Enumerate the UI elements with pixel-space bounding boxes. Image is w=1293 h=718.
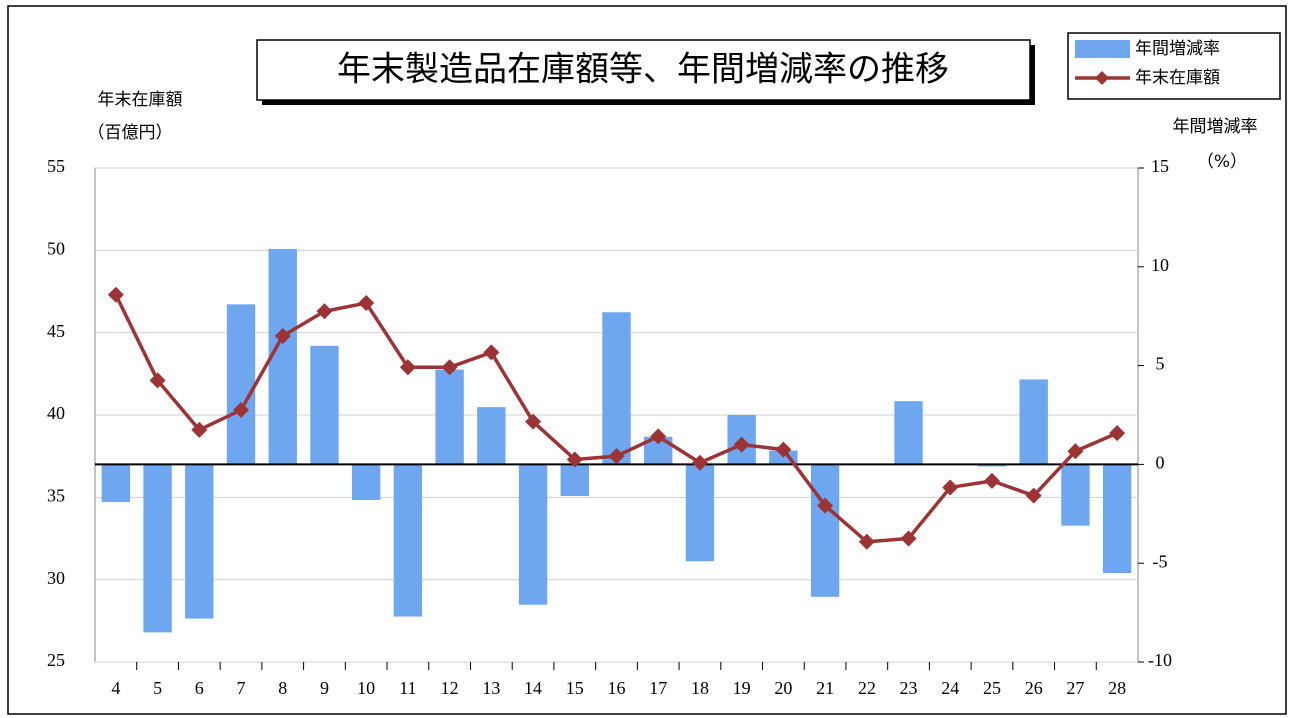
x-tick-label: 16 xyxy=(608,678,626,698)
x-tick-label: 10 xyxy=(357,678,375,698)
bar xyxy=(894,401,923,465)
bar xyxy=(268,249,297,465)
bar xyxy=(351,464,381,500)
y-tick-label: 55 xyxy=(47,156,65,176)
x-tick-label: 17 xyxy=(649,678,667,698)
y-tick-label: 50 xyxy=(47,238,65,258)
bar xyxy=(435,369,464,465)
point xyxy=(650,428,667,445)
x-tick-label: 4 xyxy=(111,678,120,698)
y-tick-label: 30 xyxy=(47,568,65,588)
x-tick-label: 24 xyxy=(941,678,959,698)
x-tick-label: 7 xyxy=(237,678,246,698)
bar xyxy=(226,304,256,465)
point xyxy=(233,402,250,419)
x-tick-label: 9 xyxy=(320,678,329,698)
point xyxy=(858,533,875,550)
point xyxy=(983,472,1000,489)
bar xyxy=(1061,464,1090,526)
bar xyxy=(685,464,715,562)
x-tick-label: 19 xyxy=(733,678,751,698)
title-box xyxy=(256,39,1031,101)
point xyxy=(316,303,333,320)
bar xyxy=(143,464,172,633)
bar xyxy=(810,464,840,597)
point xyxy=(274,327,291,344)
x-tick-label: 6 xyxy=(195,678,204,698)
legend-swatch xyxy=(1075,40,1130,58)
x-tick-label: 25 xyxy=(983,678,1001,698)
point xyxy=(525,413,542,430)
x-tick-label: 27 xyxy=(1066,678,1084,698)
y-tick-label: 35 xyxy=(47,485,65,505)
point xyxy=(149,372,166,389)
chart-title: 年末製造品在庫額等、年間増減率の推移 xyxy=(337,50,949,90)
bar xyxy=(101,464,131,502)
bar xyxy=(393,464,423,617)
bar xyxy=(518,464,548,605)
y2-axis-label: 年間増減率 xyxy=(1173,117,1258,137)
bar xyxy=(1102,464,1132,574)
bar xyxy=(1019,379,1048,465)
y-tick-label: 45 xyxy=(47,321,65,341)
y-axis-label: （百億円） xyxy=(88,123,173,143)
point xyxy=(775,441,792,458)
x-tick-label: 5 xyxy=(153,678,162,698)
bar xyxy=(310,345,339,465)
y2-tick-label: 15 xyxy=(1151,156,1169,176)
frame xyxy=(7,5,1287,715)
point xyxy=(483,344,500,361)
legend-swatch xyxy=(1095,71,1109,85)
bar xyxy=(560,464,589,497)
point xyxy=(399,359,416,376)
x-tick-label: 15 xyxy=(566,678,584,698)
point xyxy=(691,454,708,471)
x-tick-label: 8 xyxy=(278,678,287,698)
x-tick-label: 26 xyxy=(1025,678,1043,698)
y2-tick-label: 10 xyxy=(1151,255,1169,275)
y2-tick-label: 0 xyxy=(1156,453,1165,473)
bar xyxy=(602,312,631,465)
x-tick-label: 12 xyxy=(441,678,459,698)
y2-tick-label: -5 xyxy=(1153,551,1168,571)
x-tick-label: 21 xyxy=(816,678,834,698)
point xyxy=(107,286,124,303)
x-tick-label: 23 xyxy=(900,678,918,698)
y2-axis-label: （%） xyxy=(1197,152,1247,172)
point xyxy=(1067,443,1084,460)
point xyxy=(1109,425,1126,442)
x-tick-label: 13 xyxy=(482,678,500,698)
x-tick-label: 11 xyxy=(399,678,416,698)
y-tick-label: 25 xyxy=(47,650,65,670)
x-tick-label: 14 xyxy=(524,678,542,698)
bar xyxy=(185,464,214,619)
point xyxy=(608,448,625,465)
bar xyxy=(477,407,506,465)
x-tick-label: 22 xyxy=(858,678,876,698)
point xyxy=(942,479,959,496)
point xyxy=(358,295,375,312)
point xyxy=(817,497,834,514)
x-tick-label: 20 xyxy=(774,678,792,698)
point xyxy=(441,359,458,376)
y2-tick-label: -10 xyxy=(1148,650,1172,670)
x-tick-label: 28 xyxy=(1108,678,1126,698)
x-tick-label: 18 xyxy=(691,678,709,698)
legend-label: 年間増減率 xyxy=(1135,39,1220,59)
y-tick-label: 40 xyxy=(47,403,65,423)
y2-tick-label: 5 xyxy=(1156,354,1165,374)
legend-label: 年末在庫額 xyxy=(1135,68,1220,88)
point xyxy=(900,530,917,547)
point xyxy=(566,451,583,468)
point xyxy=(733,436,750,453)
point xyxy=(1025,487,1042,504)
point xyxy=(191,421,208,438)
y-axis-label: 年末在庫額 xyxy=(98,90,183,110)
